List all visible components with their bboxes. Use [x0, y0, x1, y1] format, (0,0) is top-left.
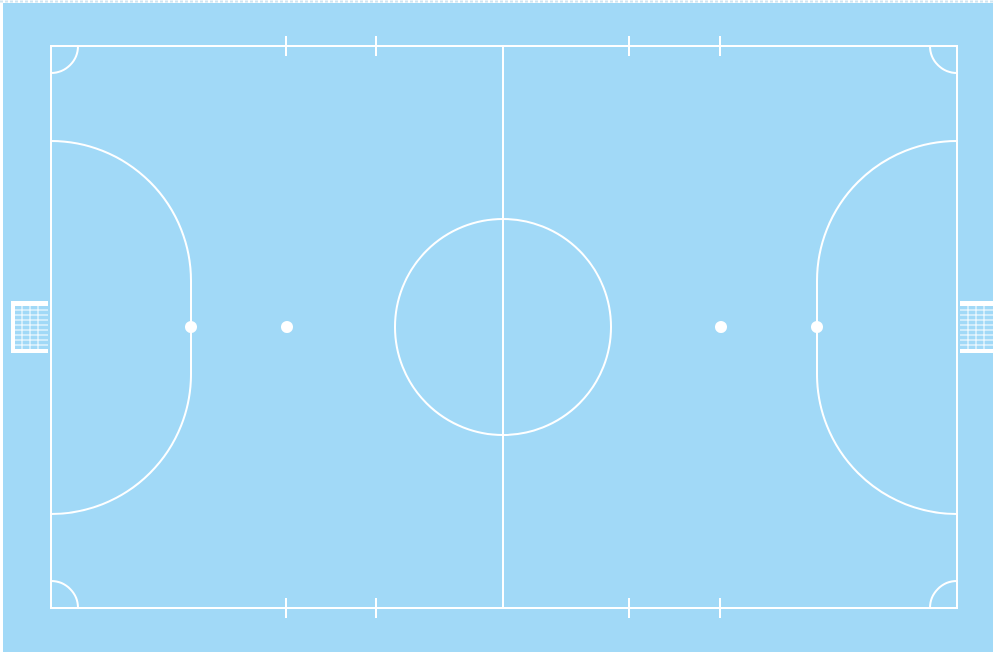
goal-net [15, 306, 48, 349]
corner-arc [929, 45, 958, 74]
left-goal [11, 301, 48, 353]
goal-net-bg [15, 306, 48, 349]
penalty-spot [185, 321, 197, 333]
second-penalty-spot [715, 321, 727, 333]
corner-arc [929, 580, 958, 609]
court-surface [3, 3, 993, 652]
penalty-spot [811, 321, 823, 333]
center-circle [394, 218, 612, 436]
corner-arc [50, 45, 79, 74]
second-penalty-spot [281, 321, 293, 333]
right-goal [960, 301, 993, 353]
corner-arc [50, 580, 79, 609]
substitution-marks [285, 36, 721, 618]
goal-net [960, 306, 993, 349]
